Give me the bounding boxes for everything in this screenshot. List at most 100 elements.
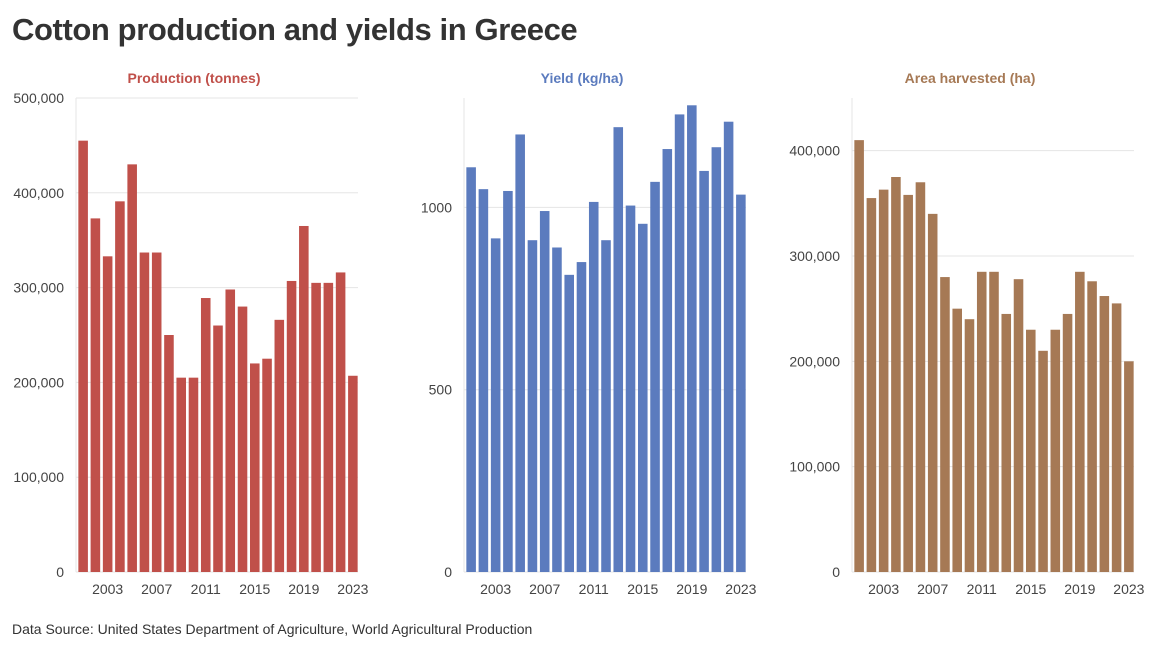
y-tick-label: 0 [832,564,840,580]
panel-title: Production (tonnes) [128,70,261,86]
x-tick-label: 2011 [967,581,997,597]
bar-2021 [711,147,722,572]
y-tick-label: 500,000 [13,90,64,106]
y-tick-label: 400,000 [789,143,840,159]
bar-2005 [903,194,913,572]
bar-2020 [699,170,709,572]
bar-2014 [1013,279,1024,572]
x-tick-label: 2023 [1113,581,1144,597]
bar-2016 [650,181,660,572]
bar-2004 [115,201,125,572]
x-tick-label: 2007 [917,581,948,597]
y-tick-label: 300,000 [789,248,840,264]
bar-2014 [237,306,248,572]
bar-2017 [1050,329,1061,572]
bar-2006 [915,182,926,572]
bar-2022 [1111,303,1122,572]
bar-2006 [527,240,538,572]
bar-2007 [151,252,162,573]
bar-2018 [286,280,297,572]
bar-2012 [213,325,223,572]
bar-2003 [490,238,501,572]
bar-2019 [1075,271,1085,572]
data-source-note: Data Source: United States Department of… [12,621,533,637]
bar-2016 [262,358,272,572]
x-tick-label: 2003 [480,581,511,597]
bar-2017 [274,319,285,572]
panel-title: Area harvested (ha) [905,70,1036,86]
bar-2008 [940,277,950,572]
bar-2001 [854,140,864,572]
yield-chart: Yield (kg/ha) 0 500 1000 2003 2007 2011 2015 201… [421,70,757,597]
bar-2006 [139,252,150,573]
x-tick-label: 2007 [141,581,172,597]
x-tick-label: 2003 [92,581,123,597]
bar-2015 [250,363,260,572]
x-tick-label: 2023 [337,581,368,597]
bar-2008 [552,247,562,572]
bar-2020 [311,282,321,572]
area-harvested-chart: Area harvested (ha) 0 100,000 200,000 300,00… [789,70,1144,597]
bar-2015 [1026,329,1036,572]
bar-2020 [1087,281,1097,572]
bar-2023 [1124,361,1134,572]
bar-2005 [127,164,137,573]
bar-2010 [188,377,199,572]
y-tick-label: 0 [444,564,452,580]
bar-2007 [539,211,550,572]
bar-2010 [964,319,975,572]
bar-2002 [866,198,877,573]
bar-2013 [613,127,624,573]
x-tick-label: 2015 [1015,581,1046,597]
bar-2009 [176,377,186,572]
bar-2011 [588,201,599,572]
bar-2018 [674,114,685,573]
bar-2013 [225,289,236,572]
bar-2009 [952,308,962,572]
bar-2023 [736,194,746,572]
y-tick-label: 400,000 [13,185,64,201]
x-tick-label: 2011 [579,581,609,597]
bar-2014 [625,205,636,573]
bar-2001 [78,140,88,572]
bar-2023 [348,375,358,572]
x-tick-label: 2019 [676,581,707,597]
x-tick-label: 2023 [725,581,756,597]
y-tick-label: 300,000 [13,280,64,296]
bar-2015 [638,223,648,573]
bar-2019 [687,105,697,573]
y-tick-label: 0 [56,564,64,580]
x-tick-label: 2011 [191,581,221,597]
bar-2005 [515,134,525,572]
bar-2017 [662,149,673,572]
panel-title: Yield (kg/ha) [541,70,624,86]
bar-2003 [878,189,889,572]
x-tick-label: 2019 [1064,581,1095,597]
x-tick-label: 2015 [627,581,658,597]
bar-2004 [891,177,901,572]
bar-2004 [503,190,513,572]
page-title: Cotton production and yields in Greece [12,12,578,47]
bar-2011 [200,298,211,572]
x-tick-label: 2019 [288,581,319,597]
bar-2021 [323,282,334,572]
x-tick-label: 2003 [868,581,899,597]
y-tick-label: 200,000 [13,374,64,390]
bar-2011 [976,271,987,572]
bar-2022 [723,121,734,572]
x-tick-label: 2007 [529,581,560,597]
bar-2007 [927,213,938,572]
bar-2008 [164,335,174,572]
bar-2012 [989,271,999,572]
bar-2016 [1038,350,1048,572]
bar-2022 [335,272,346,572]
bar-2002 [90,218,101,572]
x-tick-label: 2015 [239,581,270,597]
bar-2002 [478,189,489,572]
y-tick-label: 100,000 [13,469,64,485]
production-chart: Production (tonnes) 0 100,000 200,000 300,00… [13,70,368,597]
bar-2021 [1099,296,1110,572]
y-tick-label: 200,000 [789,353,840,369]
y-tick-label: 500 [429,382,453,398]
bar-2003 [102,256,113,572]
